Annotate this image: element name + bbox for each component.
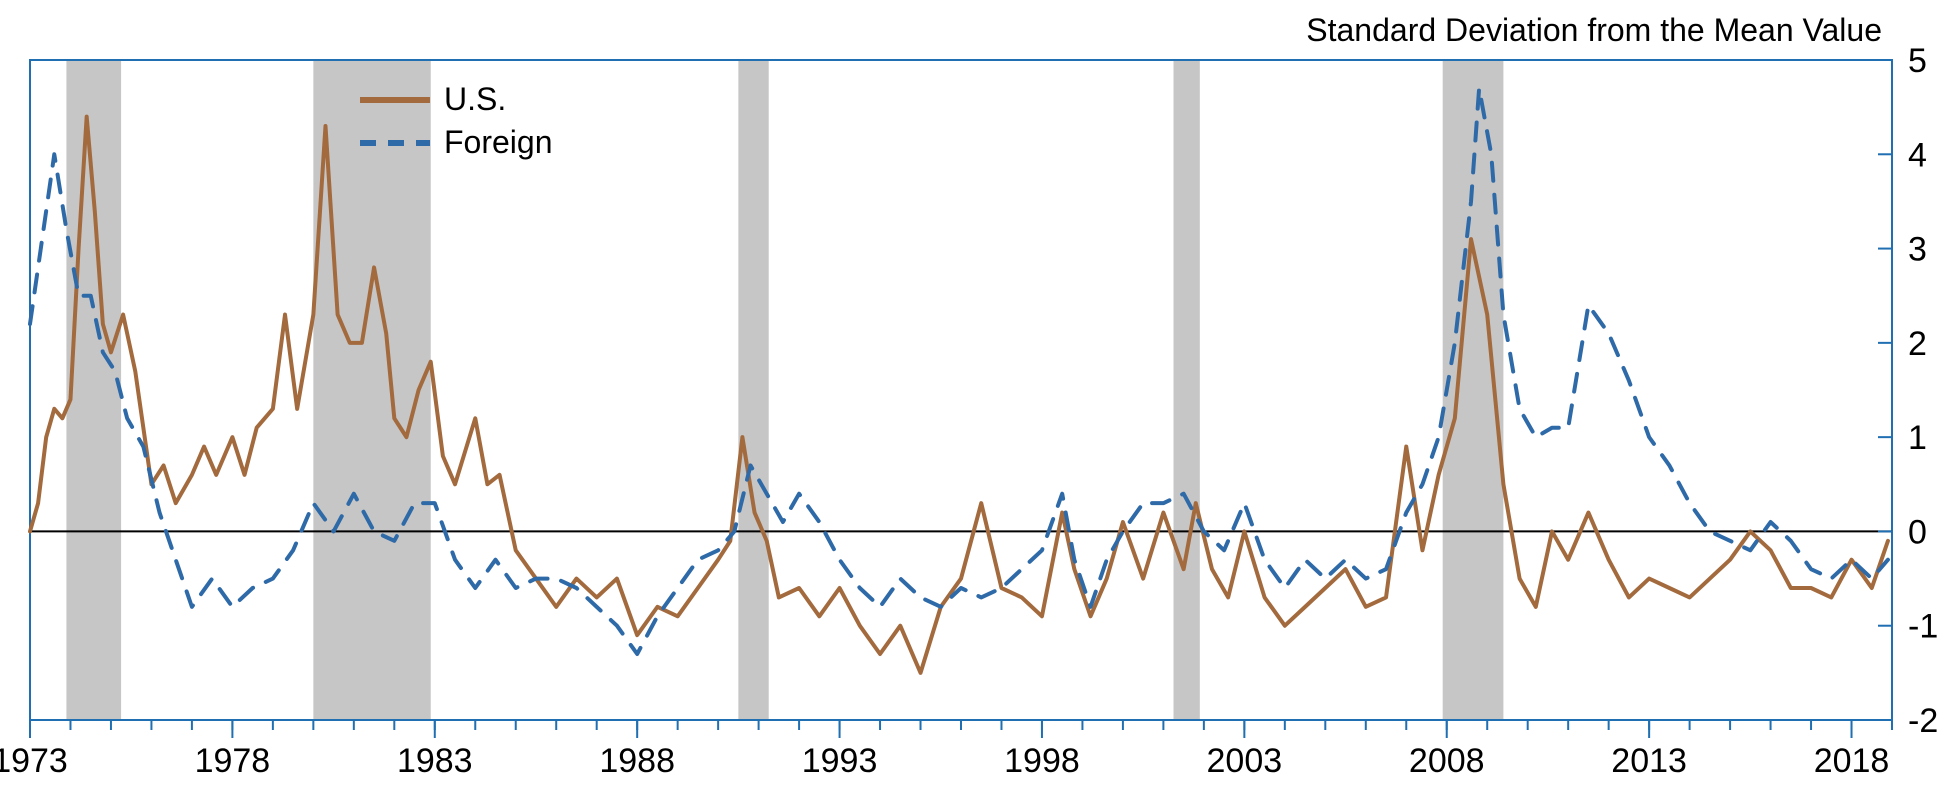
x-tick-label: 2013: [1611, 742, 1687, 780]
x-tick-label: 2008: [1409, 742, 1485, 780]
y-tick-label: 0: [1908, 513, 1927, 551]
x-tick-label: 2003: [1207, 742, 1283, 780]
x-tick-label: 1978: [195, 742, 271, 780]
line-chart: -2 -1 0 1 2 3 4 5 1973 1978 1983 1988 1993 1998 2003 20…: [0, 0, 1952, 786]
recession-band: [738, 60, 768, 720]
x-tick-label: 1973: [0, 742, 68, 780]
y-tick-label: 2: [1908, 325, 1927, 363]
x-tick-label: 1998: [1004, 742, 1080, 780]
x-tick-label: 1988: [599, 742, 675, 780]
y-tick-label: -2: [1908, 702, 1938, 740]
legend-item-foreign: Foreign: [360, 121, 553, 164]
legend-item-us: U.S.: [360, 78, 553, 121]
chart-container: { "chart": { "type": "line", "subtitle":…: [0, 0, 1952, 786]
legend: U.S. Foreign: [360, 78, 553, 164]
y-tick-label: 5: [1908, 42, 1927, 80]
legend-label: U.S.: [444, 78, 506, 121]
legend-label: Foreign: [444, 121, 553, 164]
x-tick-label: 1993: [802, 742, 878, 780]
chart-subtitle: Standard Deviation from the Mean Value: [1306, 12, 1882, 49]
plot-border: [30, 60, 1892, 720]
y-tick-label: 3: [1908, 231, 1927, 269]
recession-band: [66, 60, 121, 720]
y-tick-label: -1: [1908, 608, 1938, 646]
x-tick-label: 1983: [397, 742, 473, 780]
recession-band: [1174, 60, 1200, 720]
y-tick-label: 1: [1908, 419, 1927, 457]
x-tick-label: 2018: [1814, 742, 1890, 780]
series-foreign: [30, 88, 1888, 654]
y-tick-label: 4: [1908, 136, 1927, 174]
